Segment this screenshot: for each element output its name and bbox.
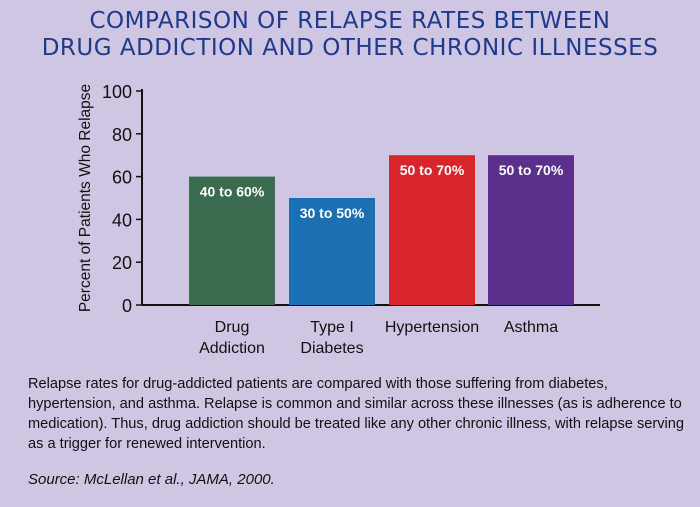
bar xyxy=(389,155,475,305)
bar-chart: 0 20 40 60 80 100 Percent of Patients Who Rela… xyxy=(77,82,600,357)
y-tick-label: 100 xyxy=(102,82,132,102)
x-tick-label: Diabetes xyxy=(300,340,363,357)
chart-source: Source: McLellan et al., JAMA, 2000. xyxy=(28,471,275,488)
x-tick-label: Addiction xyxy=(199,340,265,357)
bar xyxy=(189,176,275,305)
x-tick-label: Hypertension xyxy=(385,319,479,336)
x-tick-label: Asthma xyxy=(504,319,558,336)
chart-title-line-1: COMPARISON OF RELAPSE RATES BETWEEN xyxy=(89,8,611,34)
bar-data-label: 50 to 70% xyxy=(400,162,465,178)
bar xyxy=(289,198,375,305)
y-tick-label: 60 xyxy=(112,168,132,188)
y-axis-label: Percent of Patients Who Relapse xyxy=(77,84,94,312)
bar-data-label: 40 to 60% xyxy=(200,184,265,200)
y-tick-label: 80 xyxy=(112,125,132,145)
y-tick-label: 0 xyxy=(122,296,132,316)
y-tick-label: 20 xyxy=(112,253,132,273)
x-tick-label: Type I xyxy=(310,319,354,336)
chart-caption: Relapse rates for drug-addicted patients… xyxy=(28,376,684,452)
bar-data-label: 50 to 70% xyxy=(499,162,564,178)
bar-data-label: 30 to 50% xyxy=(300,205,365,221)
chart-title-line-2: DRUG ADDICTION AND OTHER CHRONIC ILLNESS… xyxy=(41,35,659,61)
y-tick-label: 40 xyxy=(112,210,132,230)
bar xyxy=(488,155,574,305)
chart-title: COMPARISON OF RELAPSE RATES BETWEEN DRUG… xyxy=(0,8,700,62)
x-tick-label: Drug xyxy=(215,319,250,336)
